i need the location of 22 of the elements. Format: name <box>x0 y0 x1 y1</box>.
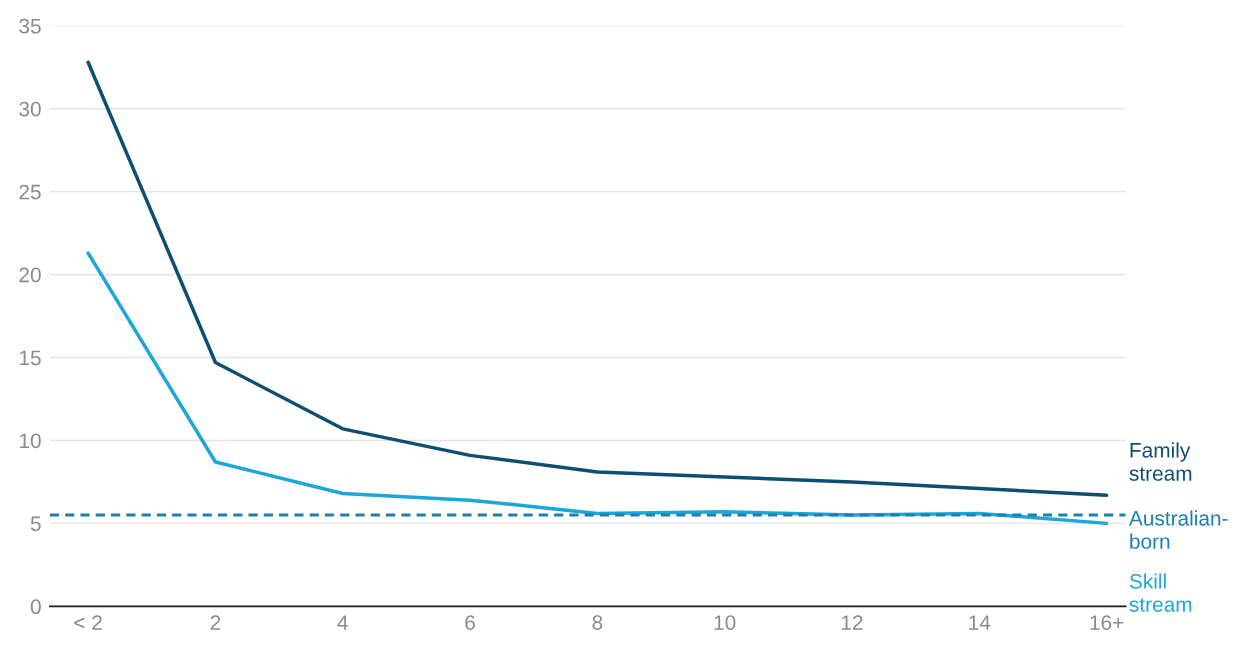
x-tick-label: 4 <box>337 615 348 630</box>
y-tick-label: 35 <box>19 18 41 34</box>
y-tick-label: 20 <box>19 267 41 283</box>
y-tick-label: 0 <box>30 599 41 615</box>
y-tick-label: 30 <box>19 101 41 117</box>
x-tick-label: 6 <box>465 615 475 630</box>
x-tick-label: 14 <box>969 615 991 630</box>
x-tick-label: < 2 <box>74 615 102 630</box>
y-tick-label: 10 <box>20 433 41 449</box>
x-tick-label: 8 <box>592 615 603 630</box>
x-tick-label: 2 <box>210 615 221 630</box>
x-tick-label: 16+ <box>1090 615 1124 630</box>
text: Skill stream <box>1129 573 1192 612</box>
y-tick-label: 15 <box>20 350 41 366</box>
x-tick-label: 10 <box>714 615 736 630</box>
ref-line-label: Australian-born <box>1128 510 1228 549</box>
series-label: Family stream <box>1129 442 1192 481</box>
line-series <box>86 60 1109 497</box>
x-tick-label: 12 <box>841 615 863 630</box>
line-series <box>86 251 1109 526</box>
y-tick-label: 25 <box>19 184 41 200</box>
y-tick-label: 5 <box>30 516 41 532</box>
